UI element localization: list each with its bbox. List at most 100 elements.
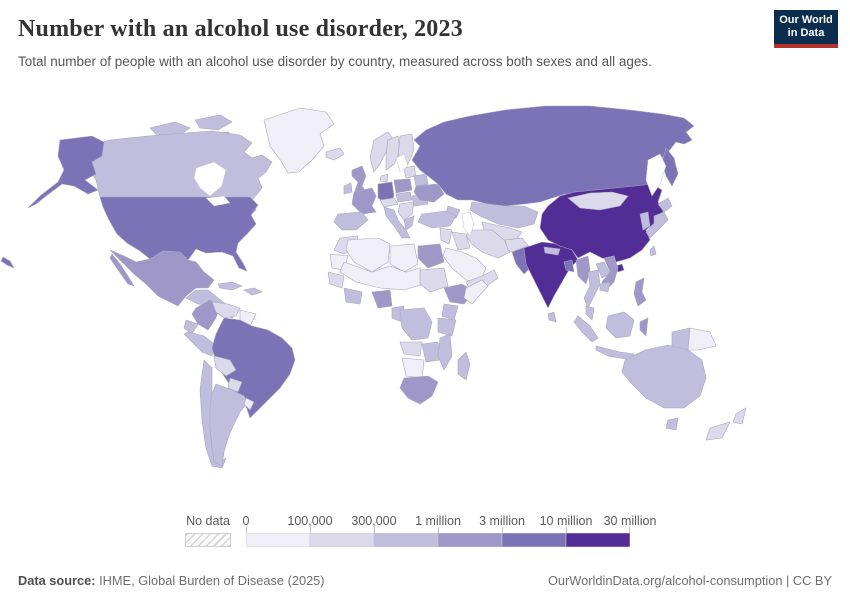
country-egypt[interactable] — [417, 243, 445, 269]
country-balkans[interactable] — [397, 201, 415, 221]
country-japan-honshu[interactable] — [645, 211, 669, 239]
map-legend: No data 0 100,000 300,000 1 million 3 mi… — [185, 514, 656, 550]
country-kazakhstan[interactable] — [469, 201, 539, 229]
country-iran[interactable] — [465, 229, 511, 259]
legend-colorbar: 0 100,000 300,000 1 million 3 million 10… — [242, 514, 656, 550]
country-iraq[interactable] — [451, 231, 471, 251]
country-south-africa[interactable] — [399, 375, 439, 405]
country-levant[interactable] — [439, 227, 453, 245]
country-poland[interactable] — [393, 178, 413, 194]
country-sri-lanka[interactable] — [547, 311, 557, 323]
country-algeria[interactable] — [345, 237, 391, 273]
country-senegal-guinea[interactable] — [327, 271, 345, 289]
country-czech-hungary[interactable] — [395, 191, 413, 203]
country-sulawesi[interactable] — [639, 317, 649, 337]
no-data-swatch[interactable] — [185, 533, 231, 547]
country-thailand[interactable] — [583, 269, 601, 309]
owid-link[interactable]: OurWorldinData.org/alcohol-consumption |… — [547, 573, 832, 588]
country-iceland[interactable] — [325, 147, 345, 161]
country-uruguay[interactable] — [243, 397, 255, 411]
country-tasmania[interactable] — [665, 417, 679, 431]
country-philippines[interactable] — [633, 277, 647, 307]
country-namibia-botswana[interactable] — [401, 357, 425, 379]
country-mongolia[interactable] — [567, 191, 629, 211]
country-java[interactable] — [595, 345, 635, 361]
country-argentina[interactable] — [209, 383, 249, 467]
country-myanmar[interactable] — [575, 255, 591, 285]
caspian-sea — [461, 211, 475, 237]
legend-tickmark — [310, 527, 311, 533]
country-colombia[interactable] — [191, 299, 221, 331]
country-peru[interactable] — [183, 331, 215, 357]
country-usa-hawaii[interactable] — [0, 256, 15, 269]
country-nepal[interactable] — [543, 246, 561, 256]
country-belarus[interactable] — [413, 173, 429, 187]
country-canada-arctic-1[interactable] — [149, 121, 191, 137]
country-sumatra[interactable] — [573, 315, 599, 343]
legend-bin-5[interactable] — [565, 533, 630, 547]
country-ecuador[interactable] — [183, 319, 199, 335]
country-vietnam[interactable] — [601, 255, 619, 291]
country-sudan[interactable] — [419, 267, 449, 293]
country-france[interactable] — [351, 187, 377, 215]
legend-tick-5: 10 million — [539, 514, 593, 528]
country-alaska[interactable] — [27, 135, 105, 209]
legend-bin-3[interactable] — [437, 533, 503, 547]
country-kenya[interactable] — [441, 303, 459, 321]
owid-logo[interactable]: Our World in Data — [774, 10, 838, 48]
country-sweden[interactable] — [385, 135, 401, 171]
country-nz-south[interactable] — [705, 421, 731, 441]
country-borneo[interactable] — [605, 311, 635, 339]
country-venezuela[interactable] — [211, 301, 241, 319]
country-cuba[interactable] — [217, 281, 243, 291]
legend-color-bar — [246, 533, 630, 547]
page-subtitle: Total number of people with an alcohol u… — [18, 54, 652, 69]
country-hispaniola[interactable] — [243, 287, 263, 296]
hudson-bay — [193, 161, 227, 197]
country-zambia-zimbabwe[interactable] — [421, 341, 441, 363]
country-libya[interactable] — [389, 243, 419, 273]
country-paraguay[interactable] — [227, 377, 243, 393]
country-taiwan[interactable] — [649, 245, 657, 257]
legend-bin-1[interactable] — [309, 533, 375, 547]
country-turkey[interactable] — [417, 210, 457, 229]
country-west-africa[interactable] — [343, 287, 363, 305]
legend-tickmark — [438, 527, 439, 533]
country-malaysia[interactable] — [585, 305, 595, 321]
country-greenland[interactable] — [263, 107, 335, 174]
legend-tickmark — [629, 527, 630, 533]
country-mexico[interactable] — [109, 249, 215, 307]
legend-bin-2[interactable] — [373, 533, 439, 547]
legend-tick-1: 100,000 — [287, 514, 333, 528]
country-alpine[interactable] — [379, 197, 399, 208]
country-madagascar[interactable] — [457, 351, 471, 381]
country-japan-hokkaido[interactable] — [657, 197, 673, 213]
country-mexico-baja[interactable] — [109, 253, 135, 287]
country-usa[interactable] — [99, 196, 259, 272]
country-angola[interactable] — [399, 341, 423, 357]
country-somalia[interactable] — [463, 279, 489, 305]
country-greece[interactable] — [403, 215, 415, 231]
country-iberia[interactable] — [333, 211, 369, 231]
legend-tick-6: 30 million — [603, 514, 657, 528]
country-mozambique[interactable] — [437, 333, 453, 371]
country-bangladesh[interactable] — [563, 259, 575, 273]
country-png-east[interactable] — [687, 327, 717, 351]
country-korea[interactable] — [639, 211, 651, 231]
country-drc[interactable] — [399, 307, 433, 341]
country-denmark[interactable] — [379, 173, 389, 183]
country-china[interactable] — [539, 183, 665, 263]
country-australia[interactable] — [621, 344, 707, 409]
country-nz-north[interactable] — [732, 407, 747, 425]
legend-tick-0: 0 — [242, 514, 250, 528]
legend-bin-0[interactable] — [246, 533, 311, 547]
legend-bin-4[interactable] — [501, 533, 567, 547]
country-bolivia[interactable] — [213, 355, 237, 377]
country-cambodia[interactable] — [599, 281, 611, 293]
country-nigeria[interactable] — [371, 289, 393, 309]
country-canada-arctic-2[interactable] — [194, 114, 233, 131]
country-italy[interactable] — [383, 206, 411, 239]
country-ireland[interactable] — [343, 182, 353, 195]
country-tanzania[interactable] — [437, 317, 457, 337]
chart-footer: Data source: IHME, Global Burden of Dise… — [0, 573, 850, 588]
